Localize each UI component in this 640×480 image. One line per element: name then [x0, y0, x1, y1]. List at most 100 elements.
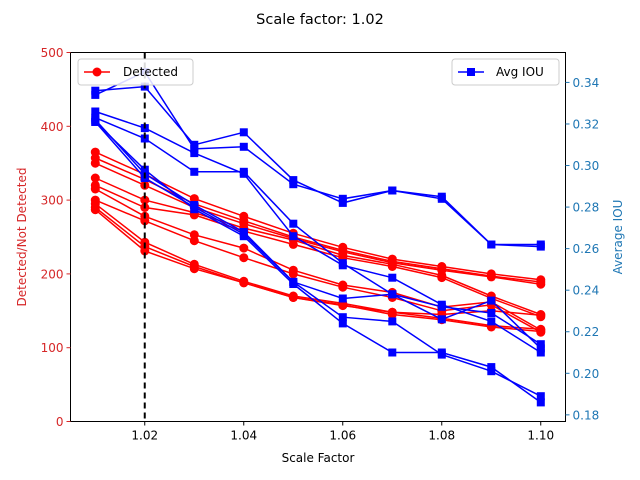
x-tick-label: 1.10	[527, 429, 554, 443]
iou-point	[388, 317, 397, 326]
iou-point	[437, 315, 446, 324]
iou-point	[487, 296, 496, 305]
y-right-tick-label: 0.22	[573, 325, 600, 339]
iou-point	[388, 348, 397, 357]
iou-point	[190, 167, 199, 176]
y-left-tick-label: 500	[41, 46, 64, 60]
iou-point	[536, 398, 545, 407]
iou-point	[289, 232, 298, 241]
y-left-tick-label: 0	[56, 415, 64, 429]
iou-series-3-line	[95, 117, 542, 349]
detected-point	[387, 262, 397, 271]
y-axis-right: 0.18 0.20 0.22 0.24 0.26 0.28 0.30 0.32 0.34	[565, 76, 600, 422]
iou-point	[239, 128, 248, 137]
detected-point	[189, 236, 199, 246]
detected-series-8-line	[94, 206, 541, 333]
iou-point	[289, 219, 298, 228]
y-axis-left-label: Detected/Not Detected	[15, 168, 29, 307]
iou-point	[338, 313, 347, 322]
x-tick-label: 1.04	[230, 429, 257, 443]
y-right-tick-label: 0.28	[573, 201, 600, 215]
detected-series-5-line	[94, 188, 542, 331]
iou-point	[140, 165, 149, 174]
iou-point	[536, 348, 545, 357]
y-axis-left: 0 100 200 300 400 500	[41, 46, 71, 429]
detected-series-1-line	[95, 157, 541, 283]
legend-left-label: Detected	[123, 65, 178, 79]
iou-point	[239, 167, 248, 176]
detected-point	[90, 173, 100, 183]
iou-series-4-line	[94, 121, 542, 404]
y-right-tick-label: 0.20	[573, 367, 600, 381]
y-right-tick-label: 0.32	[573, 117, 600, 131]
iou-point	[536, 344, 545, 353]
y-axis-right-label: Average IOU	[611, 200, 625, 275]
plot-lines	[90, 68, 546, 407]
iou-series-0-line	[95, 85, 541, 246]
detected-series-3-line	[94, 177, 542, 316]
x-axis: 1.02 1.04 1.06 1.08 1.10	[131, 421, 554, 443]
iou-point	[289, 180, 298, 189]
iou-series-6-line	[94, 121, 542, 345]
detected-point	[90, 205, 100, 215]
detected-point	[239, 243, 249, 253]
legend-right: Avg IOU	[451, 58, 560, 86]
detected-point	[387, 307, 397, 317]
detected-point	[140, 216, 150, 226]
y-left-tick-label: 100	[41, 341, 64, 355]
iou-point	[338, 259, 347, 268]
iou-series-1-line	[94, 71, 541, 248]
iou-point	[338, 194, 347, 203]
detected-point	[288, 293, 298, 302]
legend-left: Detected	[77, 58, 194, 86]
iou-point	[487, 367, 496, 376]
iou-point	[289, 176, 298, 185]
iou-point	[91, 107, 100, 116]
detected-point	[437, 273, 447, 283]
iou-point	[388, 273, 397, 282]
iou-point	[91, 117, 100, 126]
detected-point	[140, 246, 150, 256]
y-left-tick-label: 400	[41, 120, 64, 134]
detected-point	[288, 269, 298, 279]
iou-point	[338, 198, 347, 207]
iou-point	[338, 319, 347, 328]
detected-point	[536, 279, 546, 289]
legend-left-frame	[77, 58, 194, 86]
iou-point	[388, 290, 397, 299]
iou-point	[388, 186, 397, 195]
iou-point	[487, 240, 496, 249]
detected-point	[536, 310, 546, 320]
detected-point	[338, 301, 348, 311]
iou-point	[338, 294, 347, 303]
x-axis-label: Scale Factor	[282, 451, 355, 465]
iou-point	[239, 230, 248, 239]
detected-point	[239, 253, 249, 263]
legend-right-frame	[451, 58, 560, 86]
y-left-tick-label: 200	[41, 267, 64, 281]
detected-point	[486, 272, 496, 282]
chart-title: Scale factor: 1.02	[256, 12, 384, 28]
iou-point	[289, 277, 298, 286]
iou-point	[91, 90, 100, 99]
iou-point	[437, 302, 446, 311]
legend-left-swatch-marker	[92, 67, 102, 77]
iou-point	[487, 309, 496, 317]
y-right-tick-label: 0.30	[573, 159, 600, 173]
iou-point	[190, 149, 199, 158]
y-right-tick-label: 0.26	[573, 242, 600, 256]
iou-point	[536, 392, 545, 401]
detected-point	[288, 239, 298, 249]
iou-point	[190, 203, 199, 212]
iou-point	[487, 363, 496, 372]
detected-series-6-line	[95, 199, 542, 333]
iou-point	[437, 350, 446, 359]
detected-point	[189, 264, 199, 274]
iou-point	[239, 142, 248, 151]
y-right-tick-label: 0.34	[573, 76, 600, 90]
iou-point	[437, 194, 446, 203]
iou-point	[536, 340, 545, 349]
iou-point	[536, 242, 545, 251]
detected-point	[90, 184, 100, 194]
